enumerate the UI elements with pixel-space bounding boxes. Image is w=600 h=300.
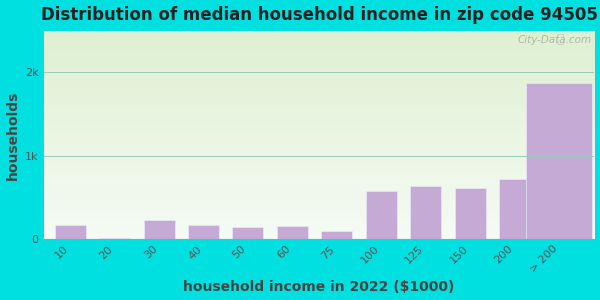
- Bar: [410, 186, 441, 239]
- Title: Distribution of median household income in zip code 94505: Distribution of median household income …: [41, 6, 598, 24]
- Bar: [499, 179, 530, 239]
- Bar: [232, 227, 263, 239]
- Text: City-Data.com: City-Data.com: [518, 35, 592, 45]
- Bar: [455, 188, 485, 239]
- Bar: [99, 238, 130, 239]
- Bar: [143, 220, 175, 239]
- Bar: [365, 191, 397, 239]
- Bar: [188, 225, 219, 239]
- Bar: [55, 225, 86, 239]
- X-axis label: household income in 2022 ($1000): household income in 2022 ($1000): [184, 280, 455, 294]
- Bar: [526, 83, 592, 239]
- Bar: [321, 231, 352, 239]
- Y-axis label: households: households: [5, 90, 20, 179]
- Text: ⌕: ⌕: [557, 33, 564, 46]
- Bar: [277, 226, 308, 239]
